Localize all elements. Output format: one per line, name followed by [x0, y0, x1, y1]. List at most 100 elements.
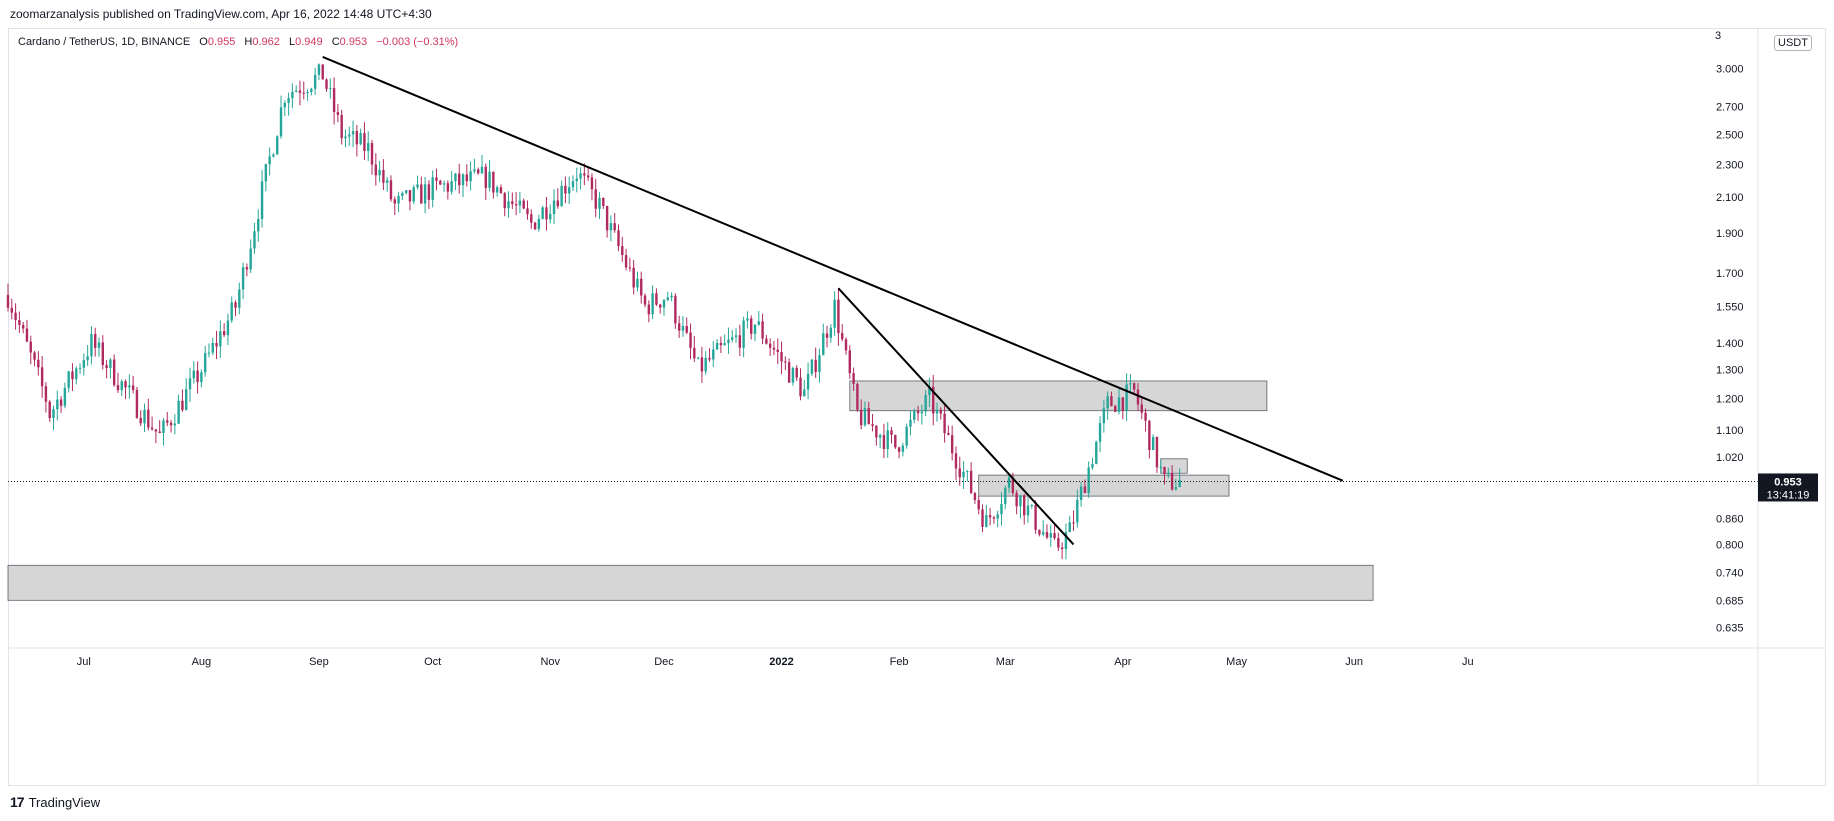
candle-body — [230, 302, 233, 321]
candle — [1079, 481, 1083, 507]
candle — [1045, 524, 1049, 540]
candle — [382, 159, 385, 191]
candle-body — [1155, 436, 1159, 468]
candle-body — [662, 300, 666, 308]
candle — [651, 285, 654, 320]
candle — [150, 416, 154, 431]
candle-body — [306, 91, 309, 94]
candle — [401, 191, 404, 200]
x-tick-label: Jun — [1345, 656, 1363, 668]
candle-body — [116, 384, 120, 391]
candle — [537, 214, 541, 232]
candle — [890, 426, 893, 444]
candle — [105, 360, 108, 379]
candle — [750, 315, 753, 340]
candle — [78, 363, 82, 374]
candle-body — [731, 337, 734, 340]
price-label-countdown: 13:41:19 — [1767, 489, 1810, 501]
candle — [712, 340, 715, 367]
candle — [1140, 396, 1143, 420]
currency-button[interactable]: USDT — [1774, 35, 1812, 51]
candle-body — [344, 136, 347, 139]
candle — [112, 354, 116, 387]
candle-body — [575, 178, 578, 182]
candle-body — [795, 368, 798, 378]
candle-body — [552, 200, 556, 214]
candle — [154, 429, 158, 444]
candle-body — [822, 333, 825, 356]
candle-body — [670, 295, 673, 298]
candle-body — [712, 349, 715, 360]
candle-body — [59, 399, 63, 406]
candle — [1087, 461, 1090, 498]
candle — [385, 176, 389, 192]
candle — [340, 109, 343, 145]
candle — [423, 176, 427, 214]
candle-body — [1144, 412, 1147, 421]
candle-body — [518, 200, 522, 206]
candle — [1136, 383, 1140, 412]
candle-body — [791, 368, 795, 383]
candle-body — [317, 64, 321, 75]
price-label-layer: 0.953 13:41:19 — [1758, 473, 1818, 502]
candle-body — [742, 320, 745, 348]
trendlines-layer — [8, 55, 1758, 546]
candle-body — [806, 373, 810, 390]
y-tick-label: 0.740 — [1716, 568, 1744, 580]
candle-body — [139, 417, 142, 424]
candle-body — [780, 352, 783, 362]
candle-body — [924, 395, 927, 412]
candle-body — [1083, 486, 1087, 493]
candle-body — [480, 166, 484, 174]
candle — [1095, 440, 1098, 465]
axis-layer: 3.000 2.700 2.500 2.300 2.100 1.900 1.700 1.550… — [8, 29, 1826, 786]
candle — [768, 338, 772, 356]
x-tick-label: Aug — [192, 656, 212, 668]
candle — [1038, 529, 1041, 537]
candle-body — [776, 349, 779, 353]
candle-body — [556, 200, 560, 207]
y-tick-label: 0.860 — [1716, 513, 1744, 525]
candle-body — [473, 169, 476, 172]
candle — [276, 135, 279, 155]
candle — [878, 433, 882, 449]
candle — [1083, 479, 1087, 494]
candle-body — [241, 267, 245, 290]
candle — [313, 67, 317, 95]
candle-body — [863, 408, 867, 426]
candle — [1121, 396, 1125, 420]
candle-body — [886, 430, 889, 450]
candle-body — [169, 422, 173, 426]
candle-body — [313, 74, 317, 89]
candle — [632, 260, 635, 295]
candle — [166, 411, 169, 427]
candle-body — [621, 246, 624, 256]
candle — [567, 176, 571, 204]
footer-brand[interactable]: 17 TradingView — [10, 794, 100, 810]
candle-body — [700, 357, 704, 372]
candle-body — [905, 426, 908, 446]
candle — [257, 209, 260, 242]
candle-body — [29, 341, 32, 353]
candle — [1151, 434, 1155, 451]
candle-body — [738, 335, 742, 348]
footer-brand-label: TradingView — [28, 794, 101, 810]
candle — [1076, 489, 1079, 528]
x-tick-label: Nov — [540, 656, 560, 668]
candle — [541, 205, 544, 220]
candle-body — [143, 409, 146, 424]
candle — [268, 147, 271, 176]
candle-body — [605, 205, 609, 231]
candle — [533, 221, 537, 231]
candle — [1125, 373, 1128, 421]
candle-body — [465, 174, 469, 182]
candle — [571, 175, 575, 192]
candle — [1068, 515, 1071, 533]
candle — [924, 389, 927, 417]
candle-body — [420, 184, 423, 204]
candle — [958, 456, 961, 486]
candle — [950, 425, 954, 461]
candle — [579, 167, 582, 190]
candle-body — [423, 184, 427, 204]
